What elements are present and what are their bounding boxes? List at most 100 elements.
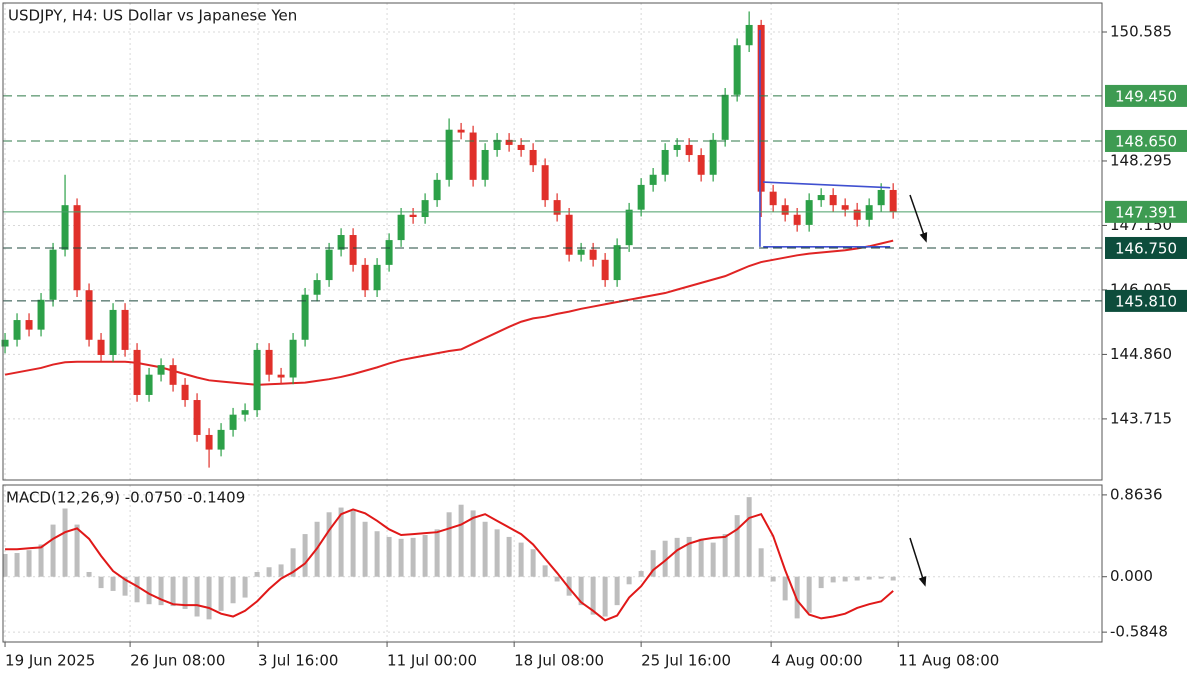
- level-label: 148.650: [1115, 132, 1177, 150]
- macd-histogram-bar: [410, 537, 416, 577]
- macd-histogram-bar: [278, 564, 284, 577]
- macd-histogram-bar: [710, 542, 716, 577]
- macd-histogram-bar: [818, 576, 824, 589]
- macd-histogram-bar: [170, 576, 176, 607]
- candle-body: [601, 259, 609, 281]
- macd-histogram-bar: [470, 510, 476, 577]
- candle-body: [85, 290, 93, 340]
- candle-body: [421, 200, 429, 218]
- candle-body: [757, 24, 765, 192]
- macd-histogram-bar: [638, 571, 644, 577]
- candle-body: [37, 299, 45, 330]
- candle-body: [217, 429, 225, 450]
- macd-histogram-bar: [494, 529, 500, 577]
- macd-histogram-bar: [62, 508, 68, 577]
- macd-histogram-bar: [422, 535, 428, 577]
- y-tick-label: 143.715: [1110, 409, 1172, 427]
- candle-body: [265, 349, 273, 375]
- macd-histogram-bar: [566, 576, 572, 596]
- candle-body: [373, 264, 381, 291]
- x-tick-label: 3 Jul 16:00: [258, 652, 338, 670]
- macd-histogram-bar: [74, 524, 80, 577]
- level-label: 145.810: [1115, 292, 1177, 310]
- macd-histogram-bar: [134, 576, 140, 603]
- candle-body: [685, 144, 693, 156]
- candle-body: [181, 384, 189, 401]
- candle-body: [649, 174, 657, 185]
- macd-histogram-bar: [86, 571, 92, 577]
- macd-histogram-bar: [50, 524, 56, 577]
- level-label-bg: [1105, 200, 1187, 223]
- candle-body: [241, 410, 249, 415]
- macd-histogram-bar: [674, 537, 680, 577]
- candle-body: [541, 165, 549, 201]
- macd-histogram-bar: [122, 576, 128, 596]
- annotation-arrow: [909, 537, 927, 587]
- macd-histogram-bar: [2, 553, 8, 577]
- candle-body: [169, 365, 177, 385]
- candle-body: [1, 339, 9, 347]
- macd-histogram-bar: [146, 576, 152, 605]
- candle-body: [145, 374, 153, 395]
- macd-histogram-bar: [182, 576, 188, 609]
- candle-body: [109, 309, 117, 355]
- macd-histogram-bar: [350, 510, 356, 577]
- candle-body: [517, 144, 525, 150]
- level-label-bg: [1105, 289, 1187, 312]
- macd-histogram-bar: [878, 576, 884, 579]
- y-tick-label: 0.000: [1110, 567, 1153, 585]
- candle-body: [121, 309, 129, 350]
- candle-body: [877, 189, 885, 206]
- candle-body: [769, 191, 777, 206]
- macd-histogram-bar: [338, 507, 344, 577]
- macd-histogram-bar: [446, 512, 452, 577]
- macd-histogram-bar: [722, 534, 728, 577]
- macd-histogram-bar: [158, 576, 164, 606]
- candle-body: [445, 129, 453, 180]
- y-tick-label: 0.8636: [1110, 485, 1163, 503]
- macd-histogram-bar: [362, 521, 368, 577]
- macd-histogram-bar: [770, 576, 776, 582]
- candle-body: [853, 209, 861, 220]
- candle-body: [433, 179, 441, 201]
- macd-histogram-bar: [794, 576, 800, 619]
- macd-histogram-bar: [590, 576, 596, 615]
- macd-histogram-bar: [734, 515, 740, 577]
- x-tick-label: 18 Jul 08:00: [514, 652, 604, 670]
- candle-body: [865, 205, 873, 220]
- candle-body: [529, 149, 537, 166]
- macd-histogram-bar: [530, 549, 536, 577]
- x-tick-label: 11 Aug 08:00: [898, 652, 999, 670]
- candle-body: [829, 195, 837, 206]
- macd-histogram-bar: [518, 542, 524, 577]
- candle-body: [793, 214, 801, 225]
- macd-histogram-bar: [194, 576, 200, 617]
- candle-body: [157, 365, 165, 375]
- trendline: [763, 181, 891, 189]
- macd-histogram-bar: [626, 576, 632, 585]
- candle-body: [289, 339, 297, 378]
- candle-body: [577, 249, 585, 255]
- macd-histogram-bar: [542, 565, 548, 577]
- candle-body: [889, 189, 897, 212]
- macd-histogram-bar: [578, 576, 584, 606]
- candle-body: [481, 149, 489, 180]
- candle-body: [637, 184, 645, 210]
- candle-body: [745, 24, 753, 46]
- candle-body: [781, 205, 789, 215]
- macd-histogram-bar: [434, 529, 440, 577]
- label-layer: USDJPY, H4: US Dollar vs Japanese Yen MA…: [4, 7, 1187, 670]
- macd-panel-border: [2, 484, 1103, 643]
- candle-body: [277, 374, 285, 378]
- macd-histogram-bar: [866, 576, 872, 580]
- level-label: 149.450: [1115, 87, 1177, 105]
- macd-histogram-bar: [206, 576, 212, 620]
- macd-histogram-bar: [458, 504, 464, 577]
- macd-histogram-bar: [746, 497, 752, 577]
- candle-body: [397, 214, 405, 241]
- candle-body: [301, 294, 309, 340]
- candle-body: [97, 339, 105, 355]
- candle-body: [673, 144, 681, 150]
- macd-histogram-bar: [98, 576, 104, 589]
